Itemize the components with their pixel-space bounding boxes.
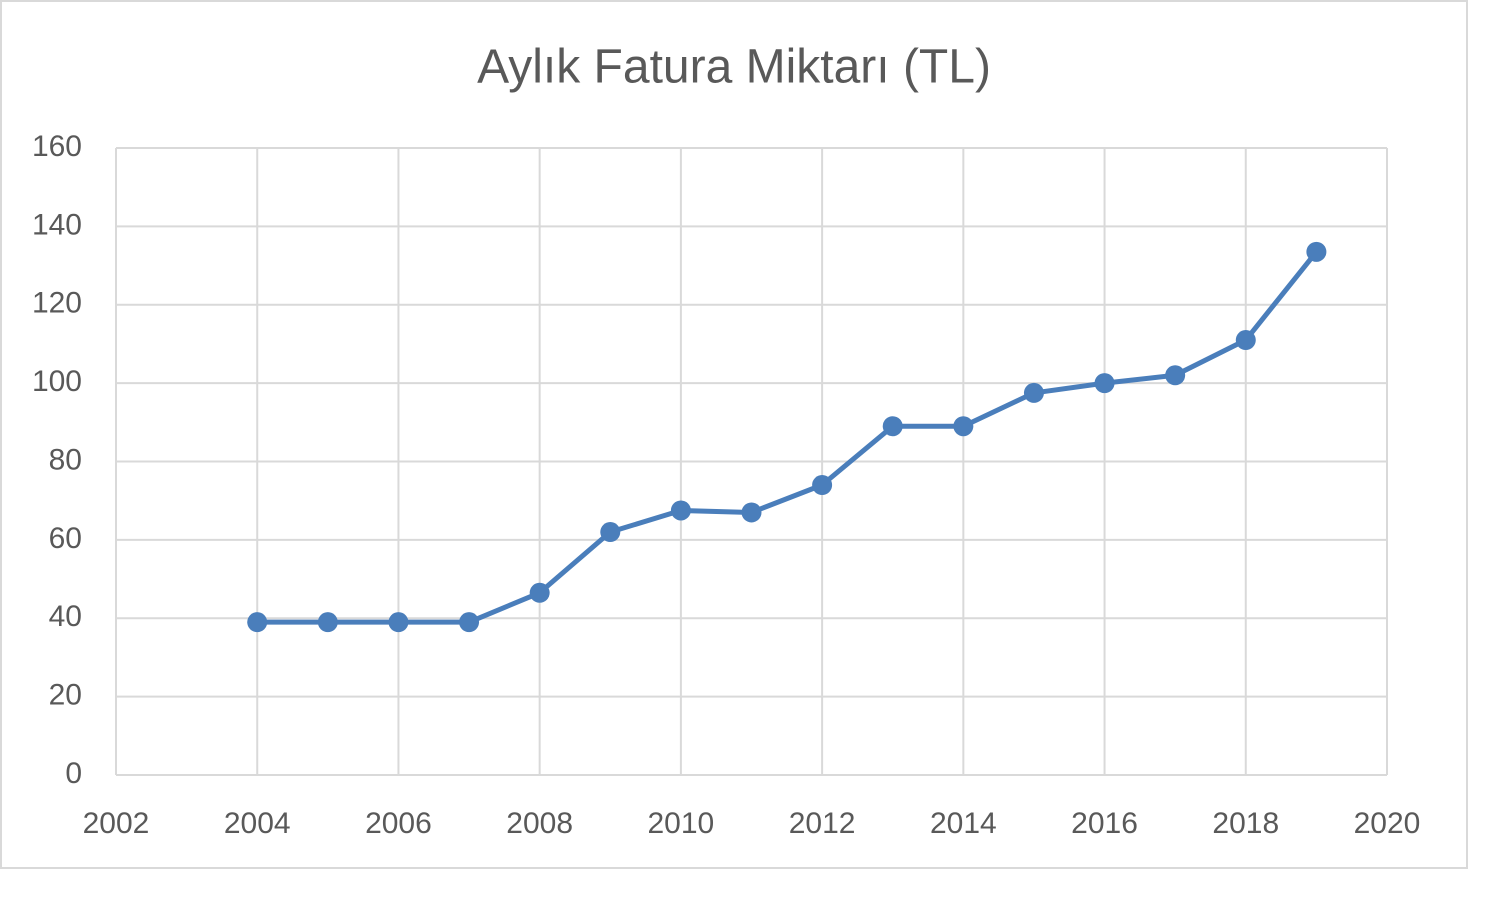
data-point bbox=[388, 612, 409, 633]
data-point bbox=[882, 416, 903, 437]
data-point bbox=[1165, 365, 1186, 386]
y-tick-label: 120 bbox=[32, 287, 82, 320]
y-tick-label: 80 bbox=[49, 443, 82, 476]
x-tick-label: 2018 bbox=[1212, 807, 1279, 840]
x-tick-label: 2014 bbox=[930, 807, 997, 840]
data-point bbox=[600, 522, 621, 543]
x-tick-label: 2010 bbox=[648, 807, 715, 840]
data-point bbox=[459, 612, 480, 633]
data-point bbox=[812, 475, 833, 496]
data-point bbox=[317, 612, 338, 633]
chart-title: Aylık Fatura Miktarı (TL) bbox=[477, 41, 991, 94]
data-point bbox=[529, 582, 550, 603]
x-tick-label: 2006 bbox=[365, 807, 432, 840]
data-point bbox=[247, 612, 268, 633]
y-tick-label: 60 bbox=[49, 522, 82, 555]
y-tick-label: 40 bbox=[49, 600, 82, 633]
data-point bbox=[1306, 241, 1327, 262]
y-tick-label: 0 bbox=[65, 757, 82, 790]
y-tick-label: 160 bbox=[32, 130, 82, 163]
data-line bbox=[257, 250, 1319, 625]
x-tick-label: 2012 bbox=[789, 807, 856, 840]
data-point bbox=[670, 500, 691, 521]
x-tick-label: 2002 bbox=[83, 807, 150, 840]
y-tick-label: 20 bbox=[49, 679, 82, 712]
data-point bbox=[1094, 373, 1115, 394]
chart-frame bbox=[0, 0, 1468, 869]
x-tick-label: 2020 bbox=[1354, 807, 1421, 840]
x-tick-label: 2008 bbox=[506, 807, 573, 840]
x-tick-label: 2004 bbox=[224, 807, 291, 840]
x-tick-label: 2016 bbox=[1071, 807, 1138, 840]
data-point bbox=[953, 416, 974, 437]
data-point bbox=[1023, 382, 1044, 403]
y-tick-label: 140 bbox=[32, 208, 82, 241]
y-tick-label: 100 bbox=[32, 365, 82, 398]
data-point bbox=[741, 502, 762, 523]
data-point bbox=[1235, 330, 1256, 351]
